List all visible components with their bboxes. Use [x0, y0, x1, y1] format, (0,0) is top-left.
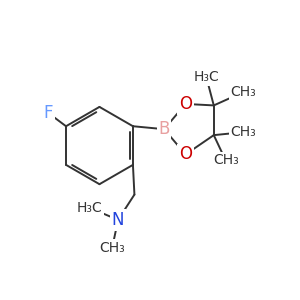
Text: CH₃: CH₃ — [231, 125, 256, 139]
Text: H₃C: H₃C — [194, 70, 219, 84]
Text: B: B — [158, 120, 170, 138]
Text: CH₃: CH₃ — [231, 85, 256, 99]
Text: N: N — [112, 211, 124, 229]
Text: O: O — [179, 95, 192, 113]
Text: CH₃: CH₃ — [213, 153, 238, 167]
Text: CH₃: CH₃ — [99, 241, 125, 255]
Text: H₃C: H₃C — [77, 201, 103, 215]
Text: O: O — [179, 146, 192, 164]
Text: F: F — [44, 104, 53, 122]
